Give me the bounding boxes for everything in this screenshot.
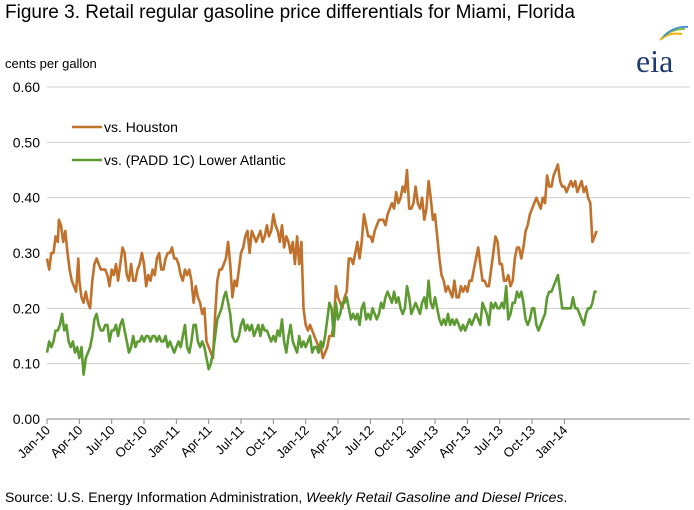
y-axis-units-label: cents per gallon [5,56,97,71]
series-line-houston [45,163,598,360]
chart-title: Figure 3. Retail regular gasoline price … [5,2,575,23]
source-note: Source: U.S. Energy Information Administ… [5,489,567,505]
x-tick-label: Jul-10 [82,423,118,459]
x-tick-label: Jan-12 [273,423,312,462]
x-tick-label: Apr-11 [177,423,215,461]
x-tick-label: Jul-13 [470,423,506,459]
line-chart: 0.00 0.10 0.20 0.30 0.40 0.50 0.60 Jan-10Apr-10… [13,79,690,462]
x-tick-label: Oct-12 [371,423,409,461]
x-tick-label: Jan-13 [402,423,441,462]
y-tick-label: 0.30 [13,245,40,261]
legend-label: vs. (PADD 1C) Lower Atlantic [104,152,286,168]
y-tick-label: 0.20 [13,300,40,316]
y-tick-label: 0.00 [13,411,40,427]
eia-logo-icon: eia [636,26,689,79]
x-tick-label: Oct-13 [500,423,538,461]
x-tick-label: Oct-11 [242,423,280,461]
x-tick-label: Jul-11 [212,423,247,458]
source-prefix: Source: U.S. Energy Information Administ… [5,489,307,505]
eia-logo: eia [630,26,690,82]
y-tick-label: 0.60 [13,79,40,95]
svg-text:eia: eia [636,43,673,79]
x-tick-label: Apr-10 [47,423,85,461]
x-tick-label: Jan-14 [532,423,571,462]
source-publication: Weekly Retail Gasoline and Diesel Prices [306,489,564,505]
x-tick-label: Jan-10 [14,423,53,462]
legend-label: vs. Houston [104,119,178,135]
y-tick-label: 0.50 [13,134,40,150]
x-tick-label: Apr-13 [435,423,473,461]
x-tick-label: Jan-11 [144,423,182,461]
series-line-padd-1c [45,273,597,376]
x-tick-label: Oct-10 [112,423,150,461]
x-tick-label: Jul-12 [341,423,377,459]
source-suffix: . [563,489,568,505]
y-tick-label: 0.10 [13,356,40,372]
y-tick-label: 0.40 [13,190,40,206]
x-tick-label: Apr-12 [306,423,344,461]
